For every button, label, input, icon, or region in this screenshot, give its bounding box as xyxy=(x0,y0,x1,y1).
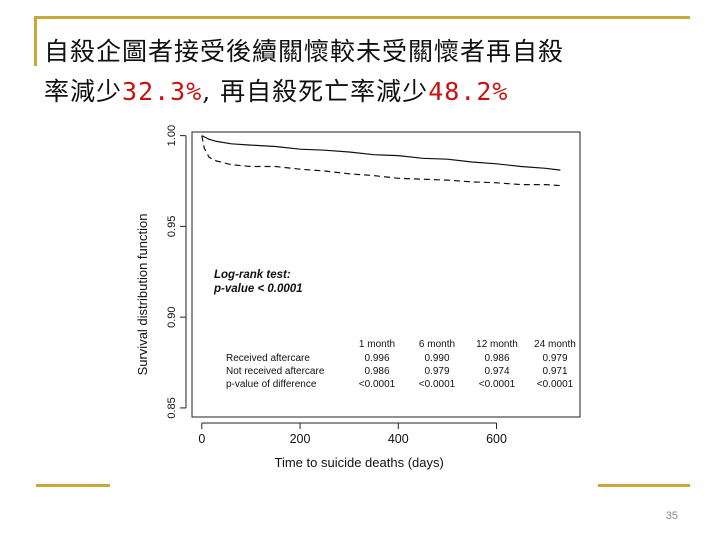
title-value-1: 32.3% xyxy=(122,77,203,106)
table-row-label: p-value of difference xyxy=(226,379,317,390)
title-frame-left xyxy=(34,16,37,66)
title-line-1: 自殺企圖者接受後續關懷較未受關懷者再自殺 xyxy=(44,37,565,66)
logrank-title: Log-rank test: xyxy=(214,269,291,281)
table-cell: 0.990 xyxy=(424,353,449,364)
x-axis-label: Time to suicide deaths (days) xyxy=(275,455,444,470)
survival-chart: 0 200 400 600 0.85 0.90 0.95 1.00 Log-rank test… xyxy=(135,125,581,470)
title-separator: , 再自殺死亡率減少 xyxy=(202,77,429,106)
table-cell: 0.986 xyxy=(364,366,389,377)
table-cell: <0.0001 xyxy=(537,379,574,390)
table-cell: 0.979 xyxy=(542,353,567,364)
x-tick-label: 200 xyxy=(290,432,311,446)
x-tick-label: 400 xyxy=(388,432,409,446)
plot-frame xyxy=(191,131,581,418)
title-line-2-prefix: 率減少 xyxy=(44,77,123,106)
y-tick-label: 0.85 xyxy=(166,397,178,418)
footer-line-right xyxy=(598,484,690,487)
y-axis-label: Survival distribution function xyxy=(135,214,150,376)
y-tick-label: 1.00 xyxy=(166,125,178,146)
table-cell: <0.0001 xyxy=(479,379,516,390)
series-lines xyxy=(201,135,561,187)
footer-line-left xyxy=(36,484,110,487)
table-cell: <0.0001 xyxy=(359,379,396,390)
axes: 0 200 400 600 0.85 0.90 0.95 1.00 xyxy=(166,125,507,446)
table-cell: <0.0001 xyxy=(419,379,456,390)
title-frame-top xyxy=(34,16,690,19)
table-col-header: 24 month xyxy=(534,339,576,350)
x-tick-label: 600 xyxy=(486,432,507,446)
y-tick-label: 0.95 xyxy=(166,216,178,237)
y-tick-label: 0.90 xyxy=(166,306,178,327)
table-cell: 0.996 xyxy=(364,353,389,364)
x-tick-label: 0 xyxy=(198,432,205,446)
table-cell: 0.971 xyxy=(542,366,567,377)
slide-title: 自殺企圖者接受後續關懷較未受關懷者再自殺 率減少32.3%, 再自殺死亡率減少48… xyxy=(44,32,694,112)
table-col-header: 6 month xyxy=(419,339,455,350)
series-line-received xyxy=(201,135,561,171)
table-row-label: Received aftercare xyxy=(226,353,310,364)
series-line-not-received xyxy=(201,135,561,187)
survival-table: 1 month 6 month 12 month 24 month Received a… xyxy=(226,339,576,390)
title-value-2: 48.2% xyxy=(428,77,509,106)
table-row-label: Not received aftercare xyxy=(226,366,325,377)
table-cell: 0.986 xyxy=(484,353,509,364)
logrank-pvalue: p-value < 0.0001 xyxy=(213,283,303,295)
table-col-header: 1 month xyxy=(359,339,395,350)
table-cell: 0.979 xyxy=(424,366,449,377)
table-cell: 0.974 xyxy=(484,366,509,377)
table-col-header: 12 month xyxy=(476,339,518,350)
page-number: 35 xyxy=(665,510,678,522)
